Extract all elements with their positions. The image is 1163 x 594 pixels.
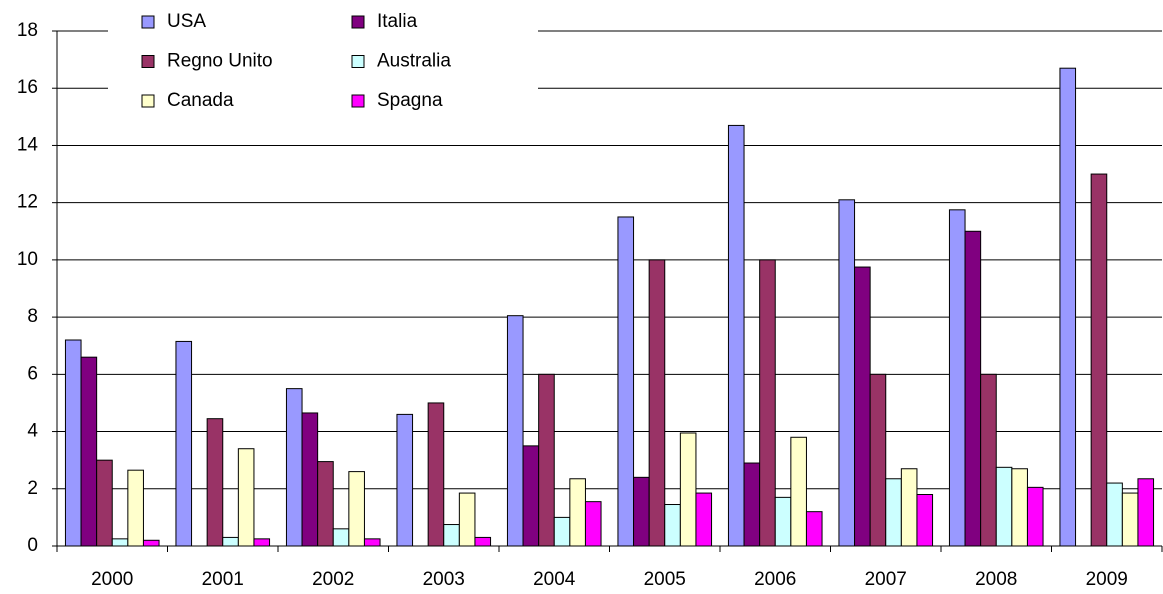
bar bbox=[885, 478, 902, 547]
legend-swatch bbox=[351, 94, 365, 108]
legend-swatch bbox=[141, 15, 155, 29]
x-tick-label: 2000 bbox=[91, 569, 133, 590]
bar bbox=[995, 466, 1013, 547]
legend-label: Australia bbox=[377, 51, 451, 72]
y-tick-label: 0 bbox=[27, 535, 38, 556]
legend-label: Spagna bbox=[377, 90, 443, 111]
bar bbox=[759, 259, 776, 547]
x-tick-label: 2005 bbox=[644, 569, 686, 590]
legend-label: Regno Unito bbox=[167, 51, 273, 72]
bar bbox=[964, 230, 982, 547]
bar bbox=[805, 511, 823, 547]
x-tick-label: 2006 bbox=[754, 569, 796, 590]
bar bbox=[727, 124, 745, 547]
bar bbox=[111, 538, 129, 547]
x-tick-label: 2002 bbox=[312, 569, 354, 590]
bar bbox=[443, 524, 460, 547]
bar bbox=[1121, 492, 1139, 547]
bar bbox=[396, 413, 414, 547]
x-tick-label: 2009 bbox=[1086, 569, 1128, 590]
bar bbox=[1137, 478, 1155, 547]
bar bbox=[458, 492, 476, 547]
legend-swatch bbox=[141, 55, 155, 68]
bar bbox=[237, 448, 255, 547]
y-tick-label: 18 bbox=[17, 20, 38, 41]
y-tick-label: 4 bbox=[27, 421, 38, 442]
bar bbox=[1106, 482, 1123, 547]
bar bbox=[301, 412, 319, 547]
legend-label: USA bbox=[167, 11, 206, 32]
bar bbox=[617, 216, 635, 547]
y-tick-label: 2 bbox=[27, 478, 38, 499]
bar bbox=[1090, 173, 1108, 547]
bar bbox=[633, 476, 650, 547]
bar bbox=[64, 339, 82, 547]
bar bbox=[948, 209, 966, 547]
x-tick-label: 2003 bbox=[423, 569, 465, 590]
legend-label: Canada bbox=[167, 90, 234, 111]
bar bbox=[569, 478, 586, 547]
bar bbox=[553, 516, 571, 547]
x-tick-label: 2007 bbox=[865, 569, 907, 590]
y-tick-label: 8 bbox=[27, 306, 38, 327]
bar bbox=[127, 469, 144, 547]
legend bbox=[108, 0, 538, 124]
bar bbox=[790, 436, 807, 547]
bar bbox=[253, 538, 271, 547]
bar bbox=[916, 494, 934, 547]
bar bbox=[648, 259, 666, 547]
bar bbox=[1011, 468, 1028, 547]
bar bbox=[427, 402, 445, 547]
bar bbox=[679, 432, 697, 547]
x-tick-label: 2001 bbox=[202, 569, 244, 590]
y-tick-label: 12 bbox=[17, 192, 38, 213]
y-tick-label: 10 bbox=[17, 249, 38, 270]
bar bbox=[838, 199, 856, 547]
bar bbox=[900, 468, 918, 547]
bar bbox=[538, 373, 555, 547]
bar bbox=[348, 471, 365, 547]
y-tick-label: 6 bbox=[27, 363, 38, 384]
bar bbox=[1059, 67, 1077, 547]
bar bbox=[664, 504, 681, 547]
bar bbox=[206, 418, 224, 547]
legend-swatch bbox=[351, 15, 365, 29]
bar bbox=[854, 266, 871, 547]
bar bbox=[522, 445, 540, 547]
y-tick-label: 14 bbox=[17, 134, 39, 155]
bar bbox=[175, 340, 193, 547]
bar bbox=[695, 492, 713, 547]
bar bbox=[80, 356, 98, 547]
bar bbox=[285, 388, 303, 547]
bar bbox=[584, 501, 602, 547]
bar bbox=[869, 373, 887, 547]
bar bbox=[743, 462, 761, 547]
bar bbox=[96, 459, 113, 547]
bar bbox=[332, 528, 350, 547]
bar bbox=[222, 536, 239, 547]
bar bbox=[774, 496, 792, 547]
bar bbox=[474, 536, 492, 547]
bar bbox=[1026, 486, 1044, 547]
bar bbox=[980, 373, 997, 547]
legend-swatch bbox=[141, 94, 155, 108]
x-tick-label: 2008 bbox=[975, 569, 1017, 590]
y-tick-label: 16 bbox=[17, 77, 38, 98]
bar bbox=[506, 315, 524, 547]
bar bbox=[363, 538, 381, 547]
bar bbox=[142, 539, 160, 547]
bar bbox=[317, 461, 334, 547]
x-tick-label: 2004 bbox=[533, 569, 576, 590]
legend-label: Italia bbox=[377, 11, 418, 32]
legend-swatch bbox=[351, 55, 365, 68]
